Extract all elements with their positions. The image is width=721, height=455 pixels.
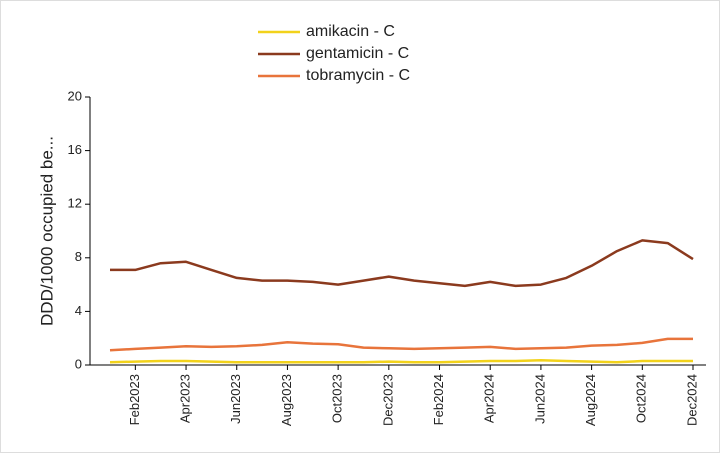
x-tick-label: Jun2023	[228, 374, 243, 424]
legend-label: tobramycin - C	[306, 67, 410, 84]
y-tick-label: 12	[68, 196, 82, 211]
x-tick-label: Dec2023	[380, 374, 395, 426]
x-tick-label: Aug2024	[583, 374, 598, 426]
y-tick-label: 16	[68, 142, 82, 157]
x-tick-label: Oct2023	[330, 374, 345, 423]
line-series	[109, 359, 693, 364]
y-tick-label: 0	[75, 356, 82, 371]
x-tick-label: Feb2023	[127, 374, 142, 425]
y-tick-label: 8	[75, 249, 82, 264]
y-tick-label: 20	[68, 88, 82, 103]
x-tick-label: Jun2024	[532, 374, 547, 424]
x-tick-label: Oct2024	[634, 374, 649, 423]
legend-label: amikacin - C	[306, 23, 395, 40]
legend-label: gentamicin - C	[306, 45, 409, 62]
y-tick-label: 4	[75, 303, 82, 318]
x-tick-label: Apr2023	[177, 374, 192, 423]
x-tick-label: Aug2023	[279, 374, 294, 426]
x-tick-label: Dec2024	[684, 374, 699, 426]
line-series	[109, 337, 693, 352]
x-tick-label: Apr2024	[482, 374, 497, 423]
x-tick-label: Feb2024	[431, 374, 446, 425]
line-series	[110, 239, 694, 288]
y-axis-label: DDD/1000 occupied be...	[37, 136, 56, 326]
